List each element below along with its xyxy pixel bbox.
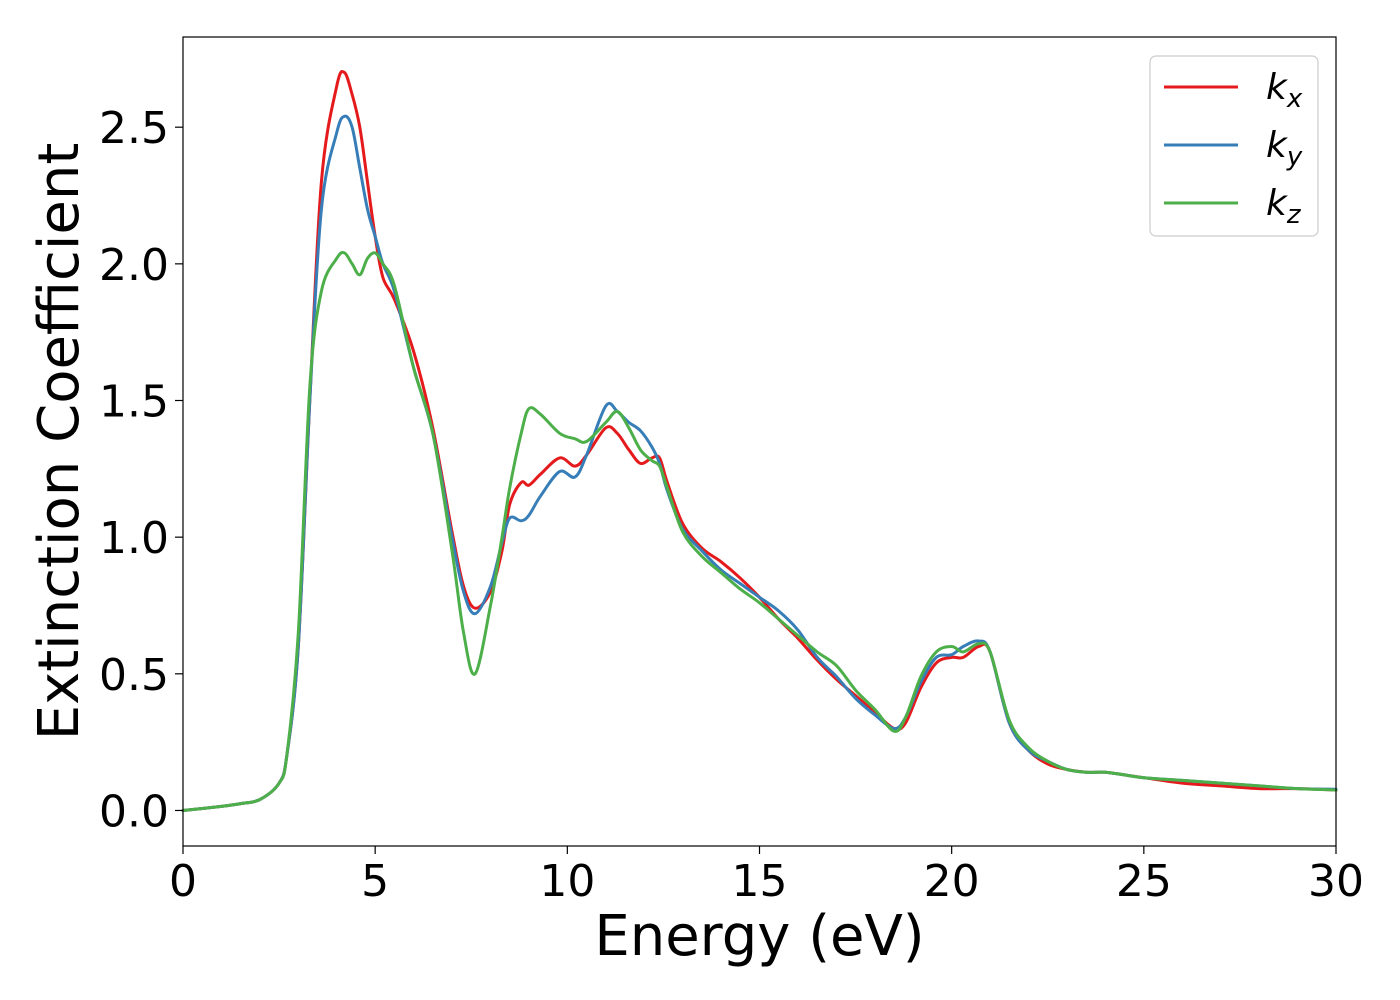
y-tick-label: 1.5 [99, 377, 169, 428]
y-tick-label: 2.5 [99, 103, 169, 154]
legend-label: ky [1266, 125, 1303, 172]
y-tick-label: 1.0 [99, 513, 169, 564]
y-axis-label: Extinction Coefficient [27, 143, 92, 741]
x-tick-label: 0 [169, 856, 197, 907]
legend: kx ky kz [1149, 55, 1319, 237]
legend-label: kx [1266, 67, 1303, 114]
y-tick-label: 2.0 [99, 240, 169, 291]
x-tick-label: 10 [539, 856, 595, 907]
x-tick-label: 25 [1116, 856, 1172, 907]
series-line-k-z [181, 250, 1338, 812]
legend-label: kz [1266, 183, 1302, 230]
y-tick-label: 0.0 [99, 786, 169, 837]
x-axis-label: Energy (eV) [594, 904, 924, 969]
x-tick-label: 20 [924, 856, 980, 907]
x-tick-label: 5 [361, 856, 389, 907]
y-axis: 0.0 0.5 1.0 1.5 2.0 2.5 [99, 103, 183, 837]
x-tick-label: 15 [732, 856, 788, 907]
y-tick-label: 0.5 [99, 650, 169, 701]
series-layer [181, 69, 1338, 812]
x-tick-label: 30 [1308, 856, 1364, 907]
x-axis: 0 5 10 15 20 25 30 [169, 846, 1364, 907]
